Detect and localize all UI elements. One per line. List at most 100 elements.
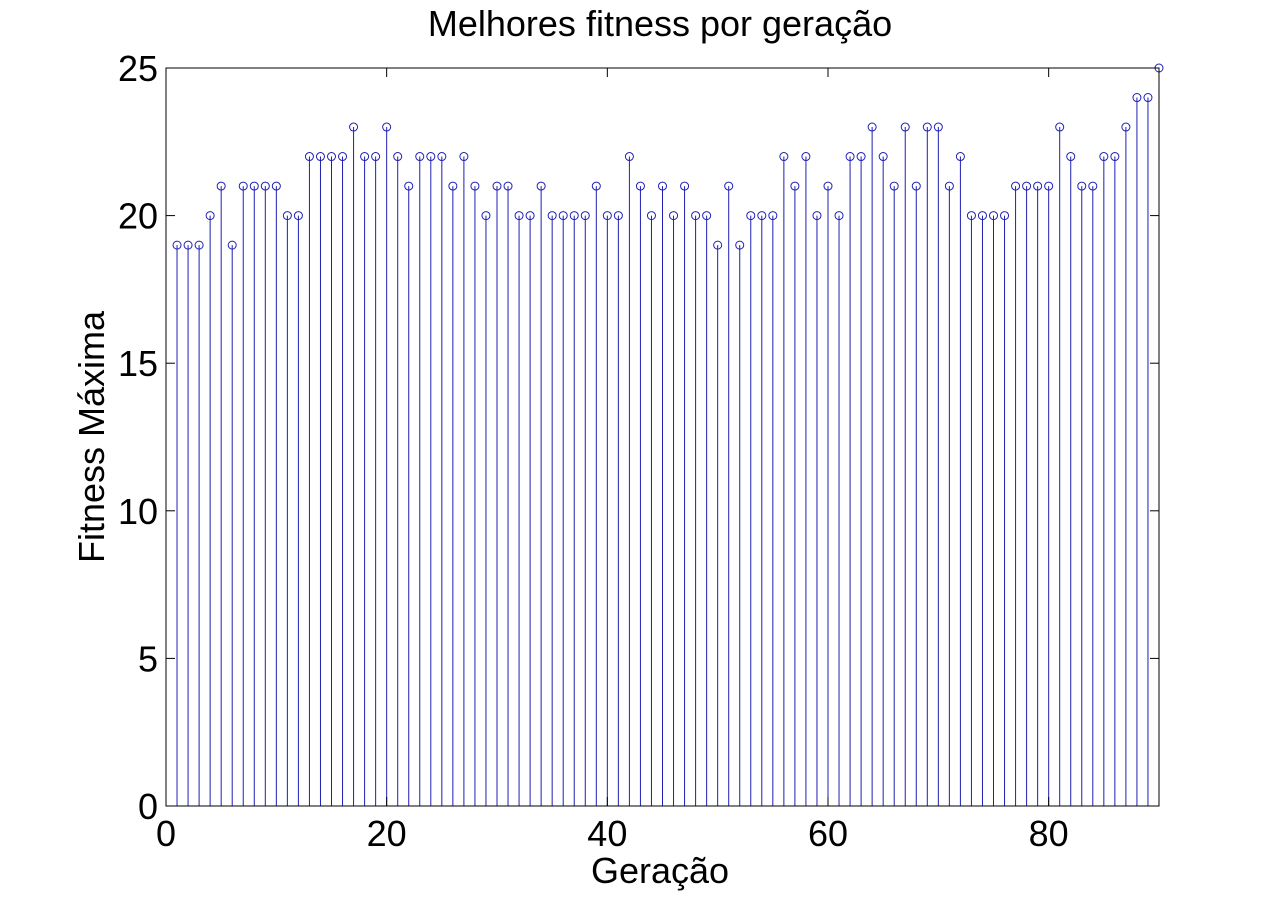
stem-marker xyxy=(415,152,425,162)
y-tick-label: 5 xyxy=(138,638,158,679)
stem-marker xyxy=(801,152,811,162)
stem-marker xyxy=(360,152,370,162)
stem-marker xyxy=(569,211,579,221)
y-tick-label: 20 xyxy=(118,196,158,237)
stem-marker xyxy=(1033,181,1043,191)
stem-marker xyxy=(1044,181,1054,191)
x-tick-label: 0 xyxy=(156,813,176,854)
stem-marker xyxy=(1110,152,1120,162)
stem-marker xyxy=(955,152,965,162)
stem-marker xyxy=(205,211,215,221)
stem-marker xyxy=(735,240,745,250)
stem-marker xyxy=(304,152,314,162)
stem-marker xyxy=(823,181,833,191)
stem-marker xyxy=(282,211,292,221)
stem-marker xyxy=(845,152,855,162)
stem-marker xyxy=(635,181,645,191)
stem-marker xyxy=(922,122,932,132)
x-tick-label: 80 xyxy=(1029,813,1069,854)
stem-marker xyxy=(933,122,943,132)
stem-marker xyxy=(371,152,381,162)
stem-marker xyxy=(338,152,348,162)
stem-marker xyxy=(393,152,403,162)
stem-marker xyxy=(602,211,612,221)
stem-marker xyxy=(680,181,690,191)
x-tick-label: 40 xyxy=(587,813,627,854)
y-axis-label: Fitness Máxima xyxy=(71,310,112,563)
stem-marker xyxy=(867,122,877,132)
stem-marker xyxy=(271,181,281,191)
stem-marker xyxy=(1055,122,1065,132)
stem-marker xyxy=(613,211,623,221)
x-axis-label: Geração xyxy=(591,850,729,891)
stem-marker xyxy=(536,181,546,191)
axis-ticks: 0 20 40 60 80 0 5 10 15 20 25 xyxy=(118,48,1159,854)
stem-marker xyxy=(1000,211,1010,221)
stem-marker xyxy=(525,211,535,221)
stem-marker xyxy=(327,152,336,162)
stem-marker xyxy=(183,240,193,250)
stem-marker xyxy=(514,211,524,221)
stem-marker xyxy=(249,181,259,191)
stem-marker xyxy=(856,152,866,162)
stem-marker xyxy=(547,211,557,221)
stem-marker xyxy=(944,181,954,191)
plot-frame xyxy=(165,67,1160,807)
stem-marker xyxy=(757,211,767,221)
stem-marker xyxy=(1066,152,1076,162)
stem-marker xyxy=(216,181,226,191)
stem-markers xyxy=(172,63,1164,250)
stem-marker xyxy=(702,211,712,221)
stem-marker xyxy=(448,181,458,191)
stem-marker xyxy=(977,211,987,221)
x-tick-label: 20 xyxy=(367,813,407,854)
stem-marker xyxy=(492,181,502,191)
stem-marker xyxy=(558,211,568,221)
stem-marker xyxy=(293,211,303,221)
x-tick-label: 60 xyxy=(808,813,848,854)
y-tick-label: 10 xyxy=(118,491,158,532)
stem-marker xyxy=(470,181,480,191)
stem-marker xyxy=(790,181,800,191)
stem-marker xyxy=(834,211,844,221)
stem-marker xyxy=(580,211,590,221)
stem-marker xyxy=(878,152,888,162)
stem-marker xyxy=(900,122,910,132)
stem-marker xyxy=(1143,93,1153,103)
stem-marker xyxy=(1121,122,1131,132)
stem-marker xyxy=(691,211,701,221)
y-tick-label: 15 xyxy=(118,343,158,384)
stem-marker xyxy=(238,181,248,191)
stem-marker xyxy=(911,181,921,191)
stem-marker xyxy=(1011,181,1021,191)
stem-marker xyxy=(658,181,667,191)
stem-marker xyxy=(227,240,237,250)
y-tick-label: 0 xyxy=(138,786,158,827)
stem-marker xyxy=(724,181,734,191)
stem-marker xyxy=(812,211,822,221)
stem-marker xyxy=(194,240,204,250)
stem-marker xyxy=(459,152,469,162)
stem-marker xyxy=(404,181,414,191)
stem-marker xyxy=(260,181,270,191)
stem-marker xyxy=(1088,181,1098,191)
stem-marker xyxy=(669,211,679,221)
stem-marker xyxy=(382,122,392,132)
stem-marker xyxy=(591,181,601,191)
y-tick-label: 25 xyxy=(118,48,158,89)
stem-marker xyxy=(503,181,513,191)
stem-marker xyxy=(889,181,899,191)
stem-marker xyxy=(713,240,723,250)
stem-marker xyxy=(437,152,447,162)
stem-marker xyxy=(172,240,182,250)
chart-title: Melhores fitness por geração xyxy=(428,3,892,44)
stem-marker xyxy=(1099,152,1109,162)
stem-marker xyxy=(1077,181,1087,191)
stem-marker xyxy=(426,152,436,162)
stem-lines xyxy=(176,68,1160,806)
stem-marker xyxy=(349,122,359,132)
stem-marker xyxy=(746,211,756,221)
stem-marker xyxy=(624,152,634,162)
